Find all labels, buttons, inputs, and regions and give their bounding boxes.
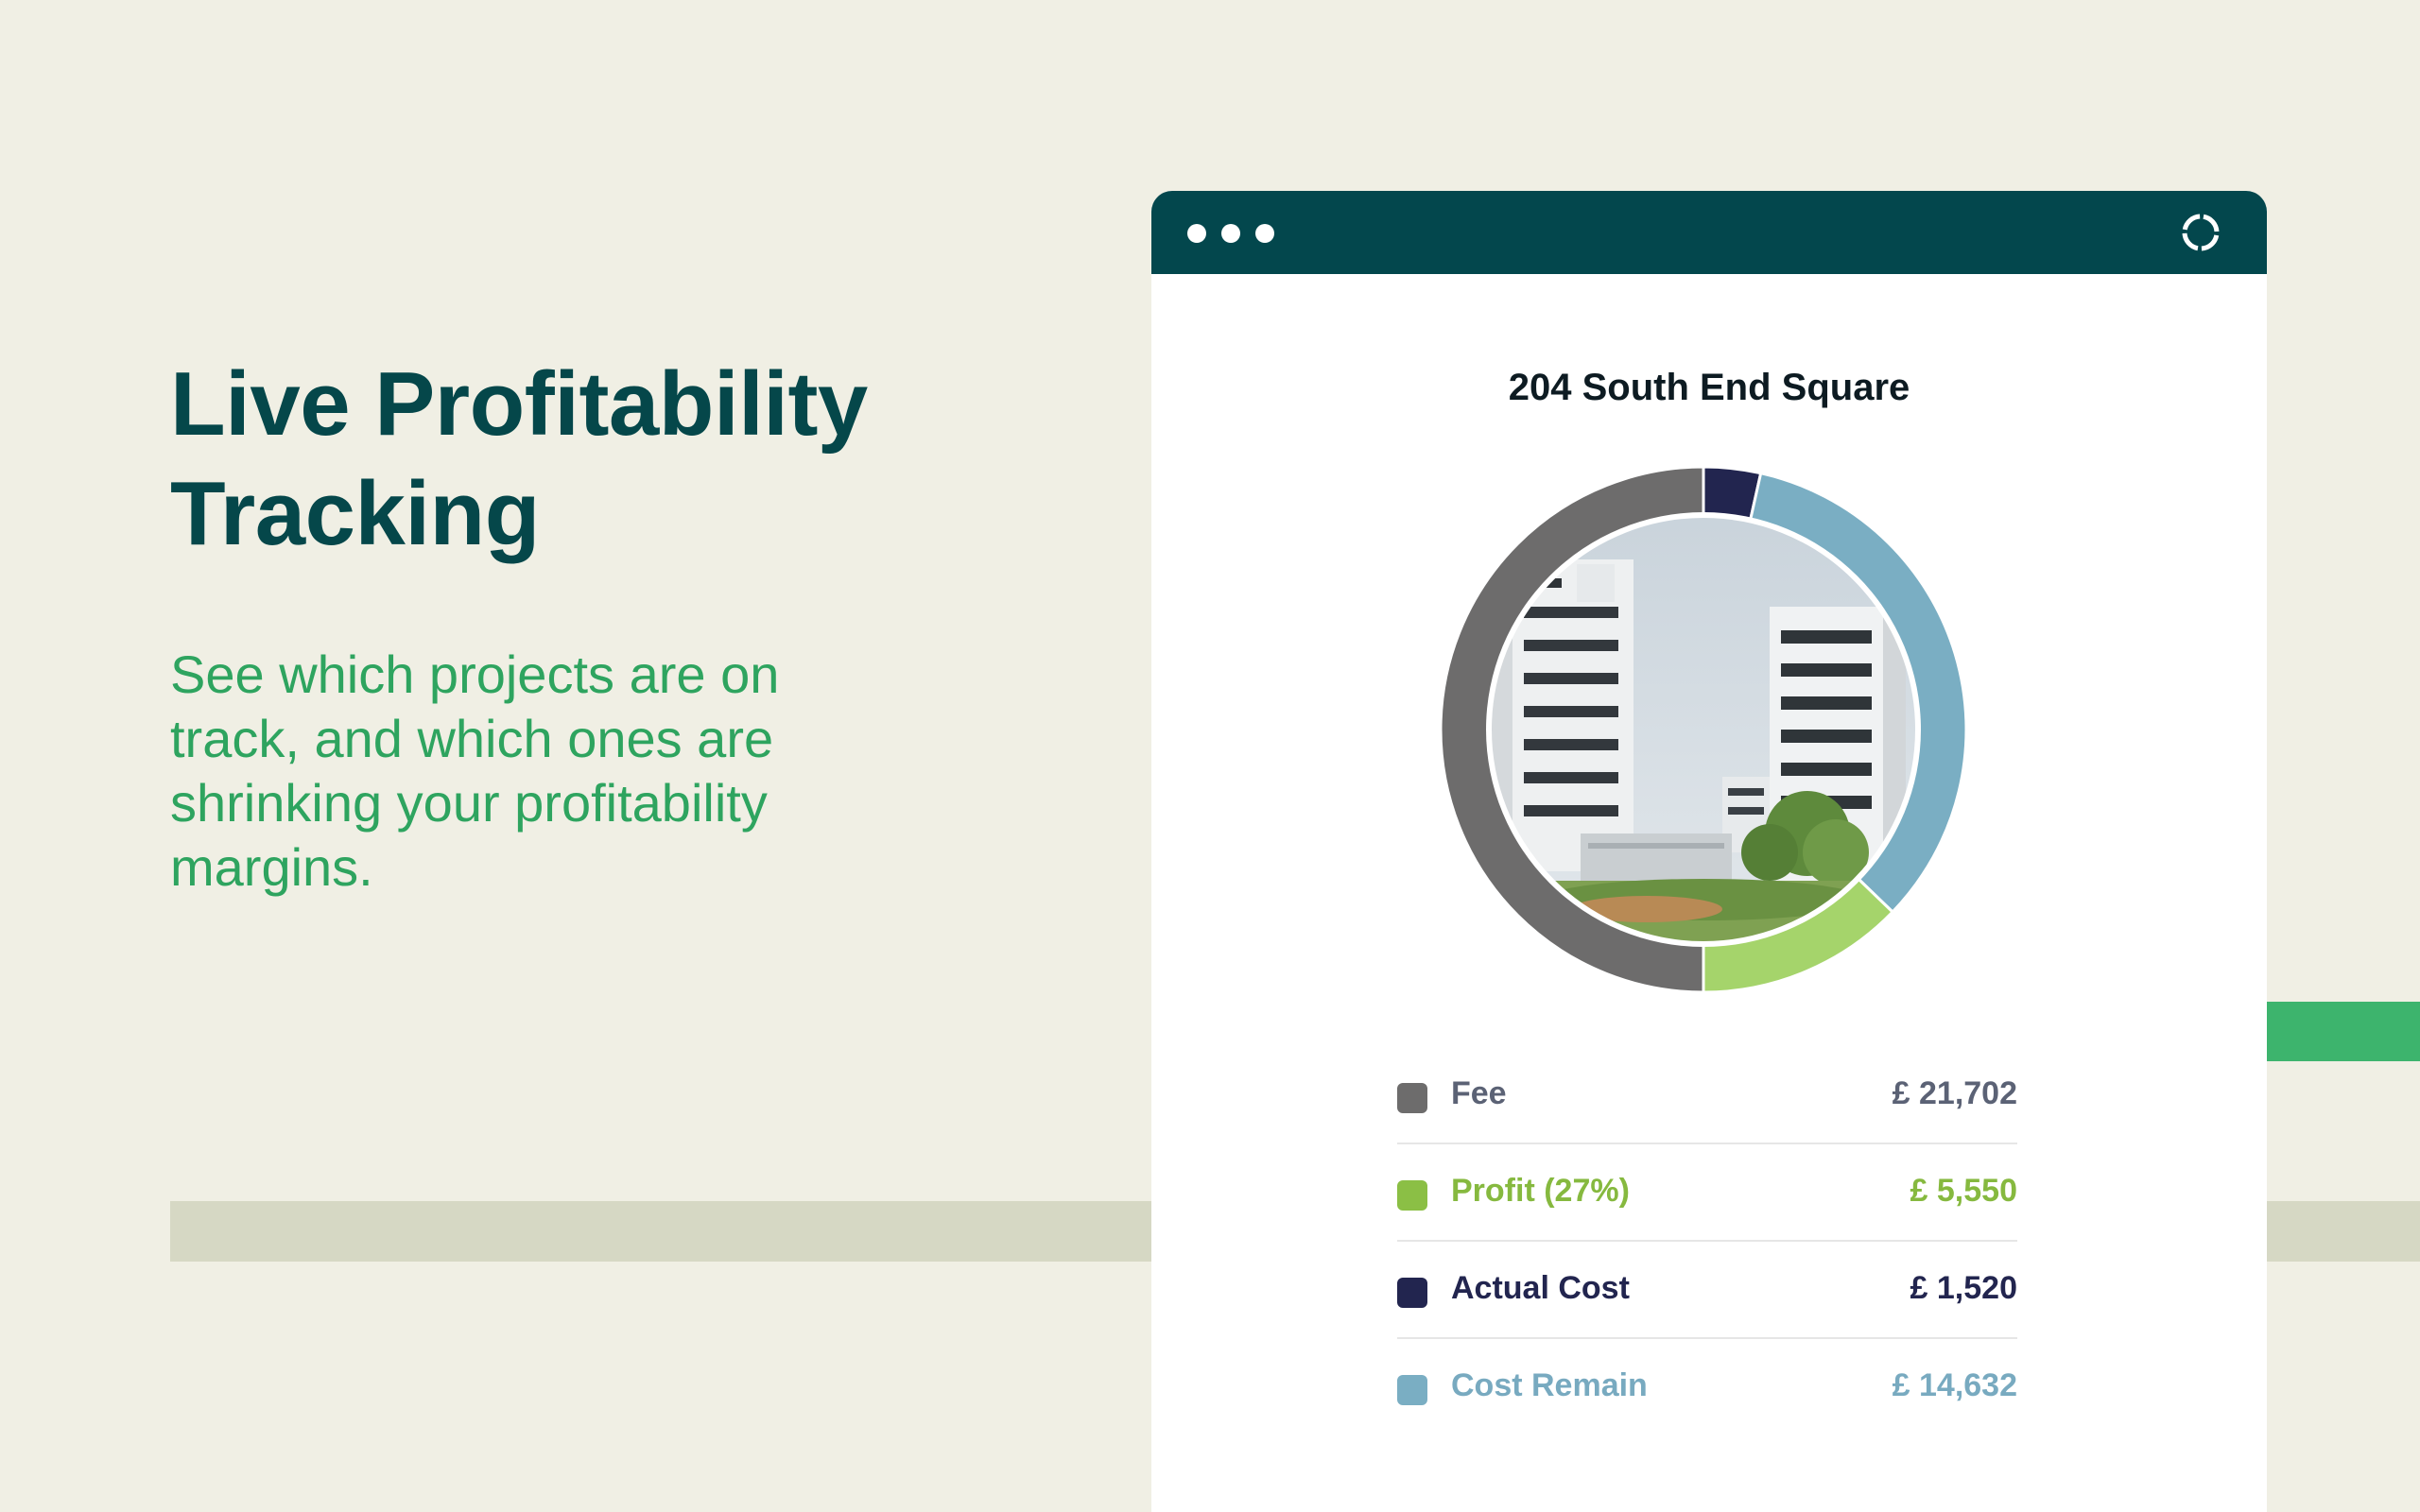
legend-label: Profit (27%) bbox=[1451, 1173, 1630, 1209]
profitability-donut-chart bbox=[1439, 465, 1968, 994]
legend-value: £ 1,520 bbox=[1910, 1270, 2017, 1306]
project-title: 204 South End Square bbox=[1508, 367, 1910, 408]
legend-value: £ 14,632 bbox=[1892, 1367, 2017, 1403]
legend-label: Cost Remain bbox=[1451, 1367, 1648, 1403]
legend-swatch bbox=[1397, 1375, 1427, 1405]
legend-swatch bbox=[1397, 1083, 1427, 1113]
page-headline: Live Profitability Tracking bbox=[170, 350, 868, 569]
window-control-dot[interactable] bbox=[1221, 224, 1240, 243]
legend-swatch bbox=[1397, 1278, 1427, 1308]
decorative-band-left bbox=[170, 1201, 1153, 1262]
legend-label: Fee bbox=[1451, 1075, 1507, 1111]
decorative-band-right bbox=[2265, 1201, 2420, 1262]
decorative-green-tab bbox=[2265, 1002, 2420, 1061]
headline-line-1: Live Profitability bbox=[170, 353, 868, 455]
legend-value: £ 5,550 bbox=[1910, 1173, 2017, 1209]
loading-spinner-icon bbox=[2182, 214, 2220, 251]
legend-swatch bbox=[1397, 1180, 1427, 1211]
legend-item-fee: Fee £ 21,702 bbox=[1397, 1047, 2017, 1144]
chart-legend: Fee £ 21,702 Profit (27%) £ 5,550 Actual… bbox=[1397, 1047, 2017, 1435]
legend-label: Actual Cost bbox=[1451, 1270, 1630, 1306]
legend-item-actual-cost: Actual Cost £ 1,520 bbox=[1397, 1242, 2017, 1339]
window-titlebar bbox=[1151, 191, 2267, 274]
page-subhead: See which projects are on track, and whi… bbox=[170, 644, 780, 897]
legend-item-cost-remain: Cost Remain £ 14,632 bbox=[1397, 1339, 2017, 1435]
app-window: 204 South End Square bbox=[1151, 191, 2267, 1512]
legend-item-profit: Profit (27%) £ 5,550 bbox=[1397, 1144, 2017, 1242]
headline-line-2: Tracking bbox=[170, 463, 540, 564]
window-control-dot[interactable] bbox=[1255, 224, 1274, 243]
legend-value: £ 21,702 bbox=[1892, 1075, 2017, 1111]
window-control-dot[interactable] bbox=[1187, 224, 1206, 243]
